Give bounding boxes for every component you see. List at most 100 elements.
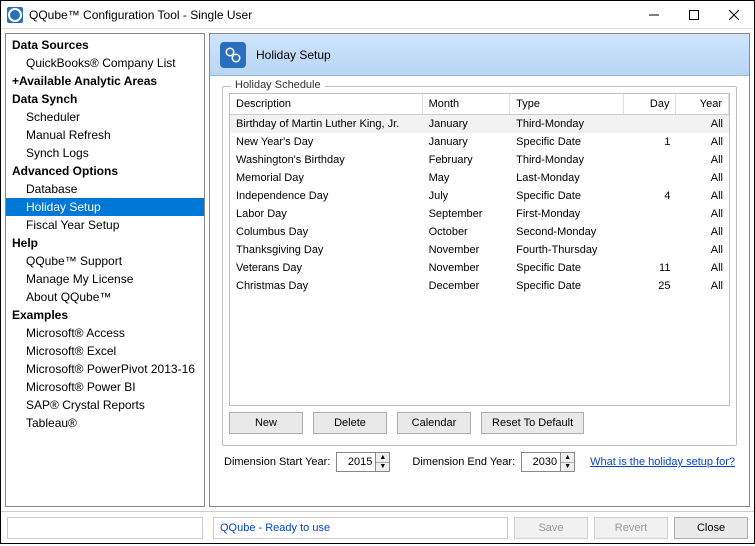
table-cell: Second-Monday (510, 223, 624, 241)
table-row[interactable]: New Year's DayJanuarySpecific Date1All (230, 133, 729, 151)
dim-end-input[interactable] (522, 453, 560, 471)
sidebar-group[interactable]: +Available Analytic Areas (6, 72, 204, 90)
table-cell: Thanksgiving Day (230, 241, 423, 259)
sidebar-item[interactable]: Microsoft® Excel (6, 342, 204, 360)
sidebar-item[interactable]: Synch Logs (6, 144, 204, 162)
sidebar-item[interactable]: Tableau® (6, 414, 204, 432)
sidebar-item[interactable]: QuickBooks® Company List (6, 54, 204, 72)
column-header[interactable]: Type (510, 94, 624, 114)
table-cell: 4 (624, 187, 677, 205)
table-row[interactable]: Christmas DayDecemberSpecific Date25All (230, 277, 729, 295)
table-cell (624, 169, 677, 187)
sidebar-item[interactable]: Microsoft® Power BI (6, 378, 204, 396)
table-cell: July (423, 187, 511, 205)
table-cell: All (676, 133, 729, 151)
fieldset-label: Holiday Schedule (231, 79, 325, 91)
window-title: QQube™ Configuration Tool - Single User (29, 8, 634, 22)
table-cell: May (423, 169, 511, 187)
column-header[interactable]: Day (624, 94, 677, 114)
sidebar-item[interactable]: Holiday Setup (6, 198, 204, 216)
table-row[interactable]: Washington's BirthdayFebruaryThird-Monda… (230, 151, 729, 169)
sidebar-group[interactable]: Examples (6, 306, 204, 324)
sidebar-item[interactable]: Scheduler (6, 108, 204, 126)
table-cell: Specific Date (510, 187, 624, 205)
reset-to-default-button[interactable]: Reset To Default (481, 412, 584, 434)
sidebar-item[interactable]: Microsoft® PowerPivot 2013-16 (6, 360, 204, 378)
table-cell: All (676, 277, 729, 295)
table-cell: New Year's Day (230, 133, 423, 151)
sidebar-group[interactable]: Advanced Options (6, 162, 204, 180)
sidebar-group[interactable]: Data Synch (6, 90, 204, 108)
sidebar-item[interactable]: Microsoft® Access (6, 324, 204, 342)
table-cell: Washington's Birthday (230, 151, 423, 169)
table-row[interactable]: Thanksgiving DayNovemberFourth-ThursdayA… (230, 241, 729, 259)
close-button[interactable]: Close (674, 517, 748, 539)
table-row[interactable]: Memorial DayMayLast-MondayAll (230, 169, 729, 187)
table-cell: December (423, 277, 511, 295)
delete-button[interactable]: Delete (313, 412, 387, 434)
dim-start-spinner[interactable]: ▲▼ (336, 452, 390, 472)
table-row[interactable]: Veterans DayNovemberSpecific Date11All (230, 259, 729, 277)
holiday-grid[interactable]: DescriptionMonthTypeDayYear Birthday of … (229, 93, 730, 406)
sidebar-tree[interactable]: Data SourcesQuickBooks® Company List+Ava… (5, 33, 205, 507)
table-row[interactable]: Independence DayJulySpecific Date4All (230, 187, 729, 205)
table-row[interactable]: Labor DaySeptemberFirst-MondayAll (230, 205, 729, 223)
minimize-button[interactable] (634, 1, 674, 29)
table-cell (624, 241, 677, 259)
sidebar-item[interactable]: Manual Refresh (6, 126, 204, 144)
table-cell: Independence Day (230, 187, 423, 205)
sidebar-item[interactable]: QQube™ Support (6, 252, 204, 270)
app-icon (7, 7, 23, 23)
sidebar-item[interactable]: SAP® Crystal Reports (6, 396, 204, 414)
table-cell: October (423, 223, 511, 241)
table-cell: All (676, 205, 729, 223)
table-cell: Columbus Day (230, 223, 423, 241)
sidebar-item[interactable]: Manage My License (6, 270, 204, 288)
table-cell: All (676, 259, 729, 277)
table-cell: All (676, 241, 729, 259)
calendar-button[interactable]: Calendar (397, 412, 471, 434)
table-cell: All (676, 151, 729, 169)
dim-end-spinner[interactable]: ▲▼ (521, 452, 575, 472)
table-cell: All (676, 115, 729, 133)
sidebar-group[interactable]: Data Sources (6, 36, 204, 54)
table-cell: January (423, 133, 511, 151)
sidebar-item[interactable]: Database (6, 180, 204, 198)
table-cell: All (676, 187, 729, 205)
spin-down-icon[interactable]: ▼ (376, 463, 389, 472)
save-button[interactable]: Save (514, 517, 588, 539)
table-cell: Memorial Day (230, 169, 423, 187)
table-row[interactable]: Columbus DayOctoberSecond-MondayAll (230, 223, 729, 241)
table-cell: November (423, 259, 511, 277)
sidebar-group[interactable]: Help (6, 234, 204, 252)
spin-up-icon[interactable]: ▲ (376, 453, 389, 463)
dim-start-input[interactable] (337, 453, 375, 471)
panel-title: Holiday Setup (256, 48, 331, 62)
revert-button[interactable]: Revert (594, 517, 668, 539)
table-cell: January (423, 115, 511, 133)
column-header[interactable]: Month (423, 94, 511, 114)
column-header[interactable]: Description (230, 94, 423, 114)
table-cell: Third-Monday (510, 151, 624, 169)
spin-down-icon[interactable]: ▼ (561, 463, 574, 472)
sidebar-item[interactable]: About QQube™ (6, 288, 204, 306)
sidebar-item[interactable]: Fiscal Year Setup (6, 216, 204, 234)
table-cell: Fourth-Thursday (510, 241, 624, 259)
main-panel: Holiday Setup Holiday Schedule Descripti… (209, 33, 750, 507)
panel-header: Holiday Setup (210, 34, 749, 76)
statusbar-left-slot (7, 517, 203, 539)
close-window-button[interactable] (714, 1, 754, 29)
column-header[interactable]: Year (676, 94, 729, 114)
table-cell: First-Monday (510, 205, 624, 223)
new-button[interactable]: New (229, 412, 303, 434)
maximize-button[interactable] (674, 1, 714, 29)
table-cell: Birthday of Martin Luther King, Jr. (230, 115, 423, 133)
spin-up-icon[interactable]: ▲ (561, 453, 574, 463)
table-cell: February (423, 151, 511, 169)
table-cell: Third-Monday (510, 115, 624, 133)
table-cell: Specific Date (510, 277, 624, 295)
table-row[interactable]: Birthday of Martin Luther King, Jr.Janua… (230, 115, 729, 133)
table-cell: All (676, 169, 729, 187)
holiday-help-link[interactable]: What is the holiday setup for? (590, 456, 735, 468)
status-text: QQube - Ready to use (213, 517, 508, 539)
